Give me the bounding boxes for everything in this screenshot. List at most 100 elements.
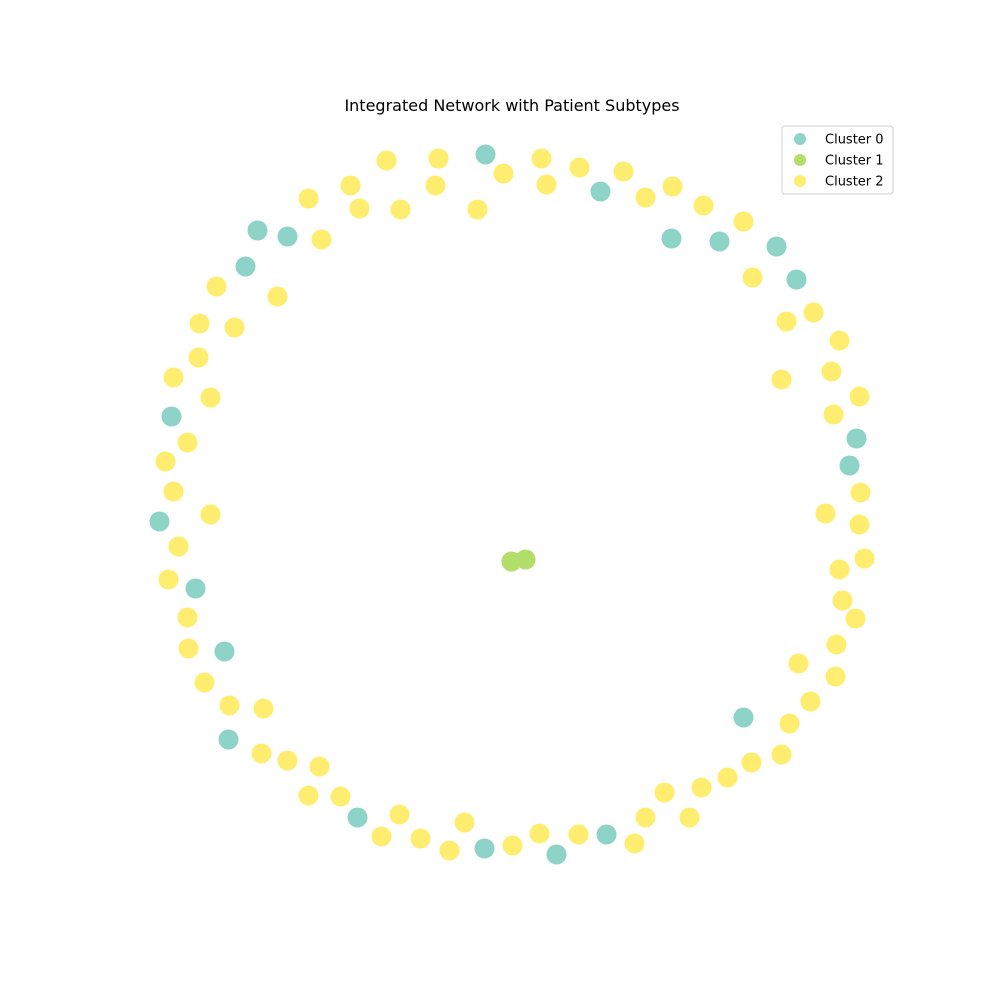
network-nodes (149, 144, 875, 865)
legend-label-cluster-0: Cluster 0 (825, 133, 884, 148)
legend-frame (781, 125, 894, 195)
node-cluster-0 (185, 578, 206, 599)
node-cluster-2 (788, 653, 809, 674)
node-cluster-0 (218, 729, 239, 750)
node-cluster-2 (693, 195, 714, 216)
node-cluster-1 (515, 549, 536, 570)
node-cluster-0 (546, 844, 567, 865)
node-cluster-2 (803, 302, 824, 323)
node-cluster-2 (428, 148, 449, 169)
node-cluster-2 (277, 750, 298, 771)
node-cluster-2 (410, 828, 431, 849)
node-cluster-0 (149, 511, 170, 532)
node-cluster-2 (741, 752, 762, 773)
node-cluster-0 (214, 641, 235, 662)
node-cluster-2 (771, 369, 792, 390)
node-cluster-2 (425, 175, 446, 196)
node-cluster-2 (298, 188, 319, 209)
node-cluster-2 (624, 833, 645, 854)
node-cluster-2 (168, 536, 189, 557)
node-cluster-2 (569, 157, 590, 178)
node-cluster-0 (161, 406, 182, 427)
node-cluster-2 (298, 785, 319, 806)
node-cluster-0 (474, 838, 495, 859)
node-cluster-2 (390, 199, 411, 220)
node-cluster-2 (376, 150, 397, 171)
node-cluster-0 (347, 807, 368, 828)
node-cluster-2 (253, 698, 274, 719)
node-cluster-0 (733, 707, 754, 728)
node-cluster-2 (467, 199, 488, 220)
node-cluster-2 (439, 840, 460, 861)
node-cluster-2 (849, 386, 870, 407)
node-cluster-2 (163, 481, 184, 502)
node-cluster-2 (188, 347, 209, 368)
node-cluster-2 (733, 211, 754, 232)
node-cluster-2 (330, 786, 351, 807)
node-cluster-2 (679, 807, 700, 828)
node-cluster-0 (846, 428, 867, 449)
legend-entries: Cluster 0 Cluster 1 Cluster 2 (794, 133, 884, 190)
node-cluster-2 (821, 361, 842, 382)
node-cluster-2 (825, 666, 846, 687)
node-cluster-2 (662, 176, 683, 197)
node-cluster-2 (779, 713, 800, 734)
node-cluster-0 (709, 231, 730, 252)
node-cluster-2 (823, 404, 844, 425)
node-cluster-2 (536, 174, 557, 195)
node-cluster-2 (635, 807, 656, 828)
node-cluster-2 (854, 548, 875, 569)
node-cluster-2 (340, 175, 361, 196)
node-cluster-2 (850, 482, 871, 503)
node-cluster-2 (200, 387, 221, 408)
node-cluster-2 (832, 590, 853, 611)
legend-marker-cluster-2 (794, 175, 806, 187)
node-cluster-2 (349, 198, 370, 219)
node-cluster-2 (849, 514, 870, 535)
node-cluster-2 (568, 824, 589, 845)
node-cluster-0 (661, 228, 682, 249)
legend: Cluster 0 Cluster 1 Cluster 2 (781, 125, 894, 195)
node-cluster-2 (309, 756, 330, 777)
node-cluster-0 (235, 256, 256, 277)
node-cluster-0 (786, 269, 807, 290)
node-cluster-2 (800, 691, 821, 712)
node-cluster-2 (845, 608, 866, 629)
node-cluster-2 (635, 187, 656, 208)
node-cluster-2 (829, 330, 850, 351)
node-cluster-2 (224, 317, 245, 338)
node-cluster-0 (590, 181, 611, 202)
node-cluster-2 (613, 161, 634, 182)
legend-label-cluster-1: Cluster 1 (825, 154, 884, 169)
node-cluster-2 (493, 163, 514, 184)
node-cluster-0 (247, 220, 268, 241)
node-cluster-0 (475, 144, 496, 165)
node-cluster-2 (200, 504, 221, 525)
node-cluster-2 (826, 634, 847, 655)
node-cluster-2 (163, 367, 184, 388)
node-cluster-2 (177, 607, 198, 628)
node-cluster-0 (596, 824, 617, 845)
node-cluster-2 (654, 782, 675, 803)
node-cluster-2 (311, 229, 332, 250)
node-cluster-2 (206, 276, 227, 297)
node-cluster-0 (277, 226, 298, 247)
node-cluster-2 (194, 672, 215, 693)
node-cluster-2 (178, 638, 199, 659)
node-cluster-2 (815, 503, 836, 524)
node-cluster-2 (771, 744, 792, 765)
node-cluster-2 (177, 432, 198, 453)
node-cluster-2 (189, 313, 210, 334)
chart-title: Integrated Network with Patient Subtypes (344, 96, 679, 115)
node-cluster-2 (267, 286, 288, 307)
legend-marker-cluster-1 (794, 154, 806, 166)
node-cluster-2 (502, 835, 523, 856)
node-cluster-2 (531, 148, 552, 169)
node-cluster-2 (389, 804, 410, 825)
node-cluster-2 (829, 559, 850, 580)
node-cluster-2 (155, 451, 176, 472)
node-cluster-2 (371, 826, 392, 847)
node-cluster-2 (776, 311, 797, 332)
node-cluster-2 (717, 767, 738, 788)
